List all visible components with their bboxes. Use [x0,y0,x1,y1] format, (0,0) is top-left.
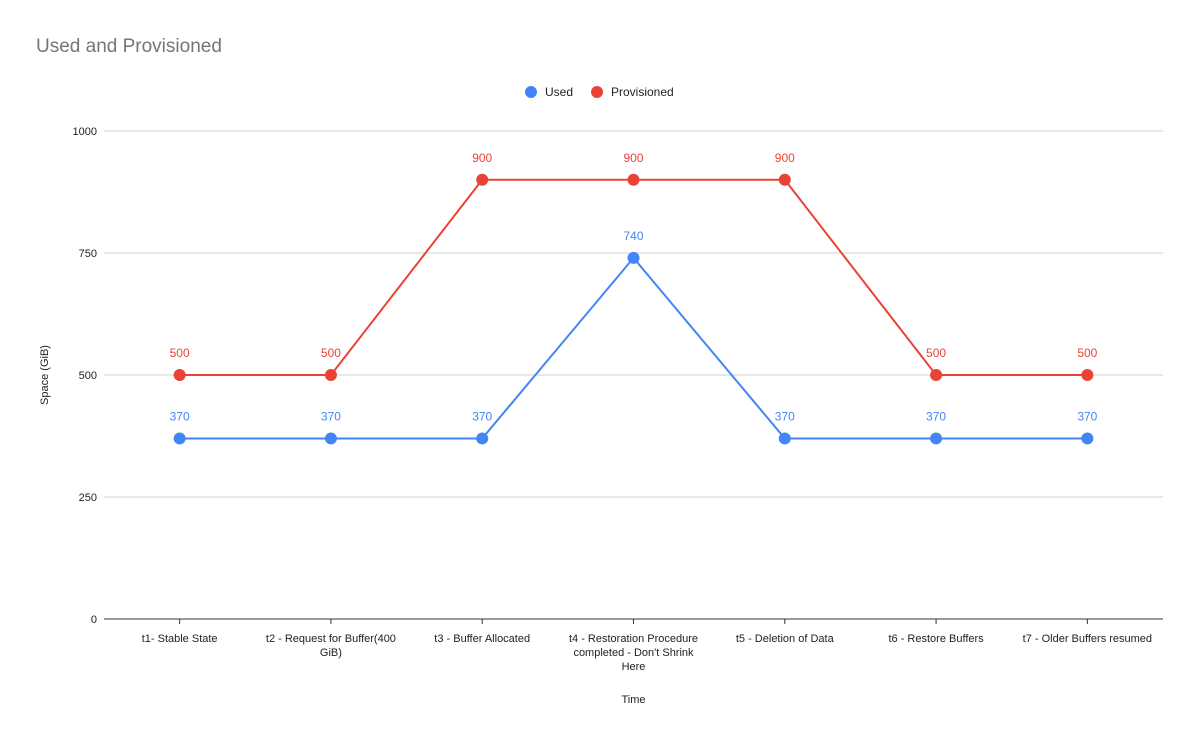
data-label-provisioned: 500 [321,346,341,360]
y-tick-label: 750 [79,248,97,260]
y-tick-label: 1000 [73,126,97,138]
data-label-used: 370 [170,409,190,423]
x-tick-label: t6 - Restore Buffers [888,633,984,645]
chart-title: Used and Provisioned [36,36,222,57]
x-axis-title: Time [621,694,645,706]
y-tick-label: 500 [79,370,97,382]
data-point-provisioned [1081,369,1094,381]
x-tick-label: t7 - Older Buffers resumed [1023,633,1152,645]
data-label-provisioned: 900 [775,151,795,165]
data-label-used: 370 [321,409,341,423]
data-point-provisioned [930,369,943,381]
data-label-provisioned: 900 [472,151,492,165]
data-label-provisioned: 500 [170,346,190,360]
legend-label: Used [545,85,573,99]
x-tick-label: t5 - Deletion of Data [736,633,835,645]
y-tick-label: 250 [79,492,97,504]
data-label-used: 370 [472,409,492,423]
data-point-used [930,432,943,445]
data-point-provisioned [324,369,337,381]
data-label-used: 370 [775,409,795,423]
data-point-used [778,432,791,445]
y-axis-title: Space (GiB) [39,345,51,405]
y-tick-label: 0 [91,614,97,626]
data-point-used [324,432,337,445]
data-point-used [1081,432,1094,445]
data-point-provisioned [476,173,489,186]
legend-label: Provisioned [611,85,674,99]
data-point-used [476,432,489,445]
legend-marker [525,86,537,98]
data-label-used: 740 [623,229,643,243]
series-line-provisioned [179,178,1088,376]
data-point-used [173,432,186,445]
data-point-provisioned [173,369,186,381]
data-label-provisioned: 500 [1077,346,1097,360]
data-label-used: 370 [1077,409,1097,423]
data-label-used: 370 [926,409,946,423]
legend-marker [591,86,603,98]
data-point-provisioned [627,173,640,186]
data-point-used [627,251,640,264]
x-tick-label: t4 - Restoration Procedure completed - Do… [569,633,698,673]
series-line-used [179,256,1088,440]
data-label-provisioned: 900 [623,151,643,165]
data-point-provisioned [778,173,791,186]
data-label-provisioned: 500 [926,346,946,360]
x-tick-label: t3 - Buffer Allocated [434,633,530,645]
x-tick-label: t1- Stable State [142,633,218,645]
x-tick-label: t2 - Request for Buffer(400 GiB) [266,633,396,659]
